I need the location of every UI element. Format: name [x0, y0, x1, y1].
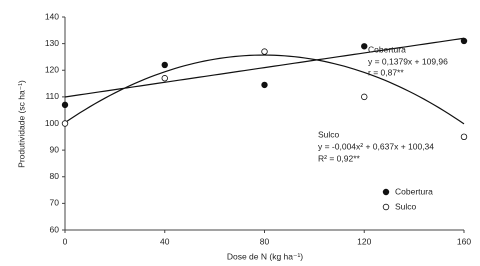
annotation: y = 0,1379x + 109,96 [368, 56, 448, 66]
point [460, 37, 468, 45]
x-tick-label: 40 [160, 236, 170, 246]
point [61, 120, 69, 127]
annotation: y = -0,004x² + 0,637x + 100,34 [318, 141, 434, 151]
y-tick-label: 120 [45, 65, 59, 75]
point [61, 101, 69, 109]
y-tick-label: 100 [45, 118, 59, 128]
legend-label: Cobertura [395, 186, 433, 196]
x-axis-label: Dose de N (kg ha⁻¹) [227, 251, 303, 261]
y-axis-label: Produtividade (sc ha⁻¹) [16, 80, 26, 168]
point [261, 48, 268, 55]
y-tick-label: 90 [50, 144, 60, 154]
annotation: Sulco [318, 129, 340, 139]
y-tick-label: 110 [45, 91, 59, 101]
point [161, 61, 168, 69]
x-tick-label: 160 [457, 236, 471, 246]
x-tick-label: 120 [357, 236, 371, 246]
y-tick-label: 130 [45, 38, 59, 48]
point [361, 43, 368, 50]
fit-curve [64, 54, 465, 125]
y-tick-label: 140 [45, 11, 59, 21]
y-tick-label: 60 [50, 224, 60, 234]
legend-marker [382, 188, 390, 196]
point [161, 75, 168, 82]
legend-marker [382, 203, 390, 211]
point [261, 81, 268, 89]
y-tick-label: 70 [50, 198, 60, 208]
annotation: R² = 0,92** [318, 153, 361, 163]
y-tick-label: 80 [50, 171, 60, 181]
point [361, 93, 368, 101]
annotation: Cobertura [368, 44, 406, 54]
x-tick-label: 0 [63, 236, 68, 246]
point [460, 133, 468, 141]
annotation: r = 0,87** [368, 67, 404, 77]
x-tick-label: 80 [260, 236, 270, 246]
fit-curve [64, 37, 465, 98]
legend-label: Sulco [395, 201, 417, 211]
